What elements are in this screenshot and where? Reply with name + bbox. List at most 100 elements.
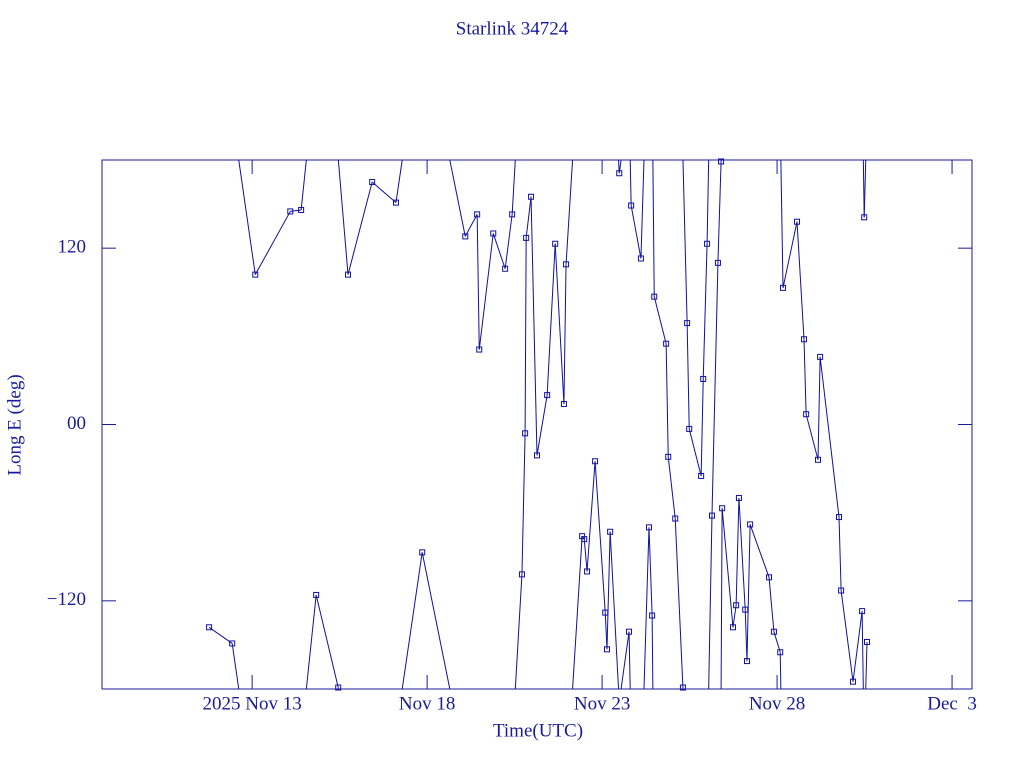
x-tick-label: Nov 18: [399, 693, 455, 714]
chart-title: Starlink 34724: [456, 18, 569, 39]
marker: [392, 199, 399, 206]
x-tick-label: 2025 Nov 13: [203, 693, 302, 714]
marker: [544, 392, 551, 399]
connector: [300, 160, 307, 211]
connector: [706, 160, 710, 244]
marker: [252, 271, 259, 278]
marker: [298, 206, 305, 213]
marker: [592, 458, 599, 465]
marker: [770, 628, 777, 635]
marker: [518, 571, 525, 578]
y-tick-label: 120: [58, 237, 87, 258]
marker: [686, 425, 693, 432]
connector: [609, 531, 620, 689]
plot-area: [208, 160, 868, 689]
marker: [584, 568, 591, 575]
connector: [749, 524, 770, 578]
connector: [525, 196, 532, 238]
connector: [817, 356, 821, 460]
connector: [478, 233, 494, 350]
marker: [474, 211, 481, 218]
connector: [640, 160, 645, 259]
marker: [528, 193, 535, 200]
connector: [667, 456, 676, 519]
marker: [502, 265, 509, 272]
connector: [732, 605, 737, 628]
marker: [229, 640, 236, 647]
marker: [552, 240, 559, 247]
marker: [743, 658, 750, 665]
connector: [620, 631, 630, 689]
marker: [345, 271, 352, 278]
connector: [720, 508, 723, 689]
marker: [603, 646, 610, 653]
marker: [729, 624, 736, 631]
connector: [530, 196, 538, 456]
marker: [490, 230, 497, 237]
connector: [768, 577, 775, 632]
connector: [708, 515, 713, 689]
marker: [335, 684, 342, 691]
connector: [803, 339, 807, 415]
marker: [523, 234, 530, 241]
connector: [565, 160, 574, 265]
connector: [536, 395, 548, 456]
connector: [618, 160, 622, 174]
marker: [287, 208, 294, 215]
connector: [819, 356, 840, 518]
y-axis-label: Long E (deg): [4, 374, 25, 475]
connector: [630, 205, 642, 259]
marker: [369, 179, 376, 186]
connector: [746, 524, 751, 662]
connector: [702, 243, 708, 379]
connector: [231, 643, 240, 689]
connector: [735, 497, 740, 606]
connector: [305, 594, 317, 689]
connector: [629, 160, 632, 206]
marker: [581, 536, 588, 543]
connector: [401, 552, 423, 689]
marker: [663, 340, 670, 347]
connector: [738, 497, 746, 610]
connector: [852, 611, 863, 682]
connector: [606, 531, 611, 650]
marker: [602, 609, 609, 616]
connector: [347, 181, 373, 275]
connector: [371, 181, 397, 203]
y-tick-label: 00: [67, 413, 86, 434]
marker: [509, 211, 516, 218]
connector: [421, 552, 451, 689]
marker: [850, 678, 857, 685]
connector: [238, 160, 256, 275]
connector: [514, 574, 523, 689]
marker: [649, 612, 656, 619]
connector: [805, 414, 819, 460]
marker: [560, 400, 567, 407]
connector: [700, 378, 704, 476]
marker: [733, 602, 740, 609]
marker: [861, 214, 868, 221]
connector: [464, 214, 478, 237]
marker: [859, 608, 866, 615]
marker: [313, 591, 320, 598]
marker: [836, 514, 843, 521]
y-tick-label: −120: [47, 589, 86, 610]
marker: [838, 587, 845, 594]
connector: [648, 527, 653, 616]
connector: [254, 211, 291, 275]
connector: [717, 161, 722, 263]
connector: [504, 214, 513, 269]
marker: [628, 202, 635, 209]
connector: [583, 539, 588, 572]
marker: [803, 411, 810, 418]
connector: [315, 594, 339, 688]
marker: [672, 515, 679, 522]
marker: [815, 456, 822, 463]
marker: [616, 170, 623, 177]
connector: [653, 296, 667, 344]
connector: [492, 233, 506, 269]
connector: [554, 243, 565, 404]
connector: [840, 590, 854, 682]
connector: [865, 641, 868, 689]
